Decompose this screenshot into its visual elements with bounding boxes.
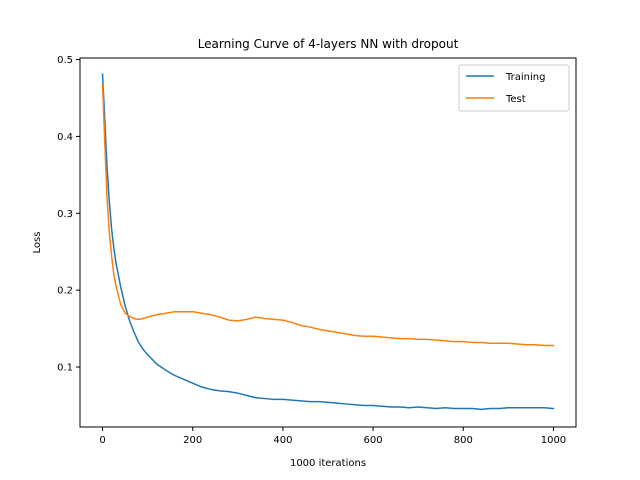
y-tick-label: 0.4 <box>57 132 73 143</box>
y-tick-label: 0.3 <box>57 209 73 220</box>
x-tick-label: 1000 <box>541 435 566 446</box>
y-tick-label: 0.2 <box>57 286 73 297</box>
series-line-test <box>101 83 555 347</box>
plot-frame <box>79 57 577 428</box>
x-tick-label: 400 <box>273 435 292 446</box>
y-axis: 0.1 0.2 0.3 0.4 0.5 <box>57 55 80 374</box>
chart-title: Learning Curve of 4-layers NN with dropo… <box>198 37 459 51</box>
x-axis-label: 1000 iterations <box>290 458 366 469</box>
x-tick-label: 200 <box>183 435 202 446</box>
legend-label-training: Training <box>505 72 545 83</box>
y-axis-label: Loss <box>32 232 43 254</box>
legend-label-test: Test <box>505 94 526 105</box>
series-layer <box>101 73 555 411</box>
x-tick-label: 800 <box>454 435 473 446</box>
x-axis: 0 200 400 600 800 1000 <box>99 427 566 446</box>
legend: Training Test <box>458 64 570 112</box>
series-line-training <box>101 73 555 411</box>
x-tick-label: 0 <box>99 435 105 446</box>
x-tick-label: 600 <box>364 435 383 446</box>
y-tick-label: 0.1 <box>57 363 73 374</box>
y-tick-label: 0.5 <box>57 55 73 66</box>
